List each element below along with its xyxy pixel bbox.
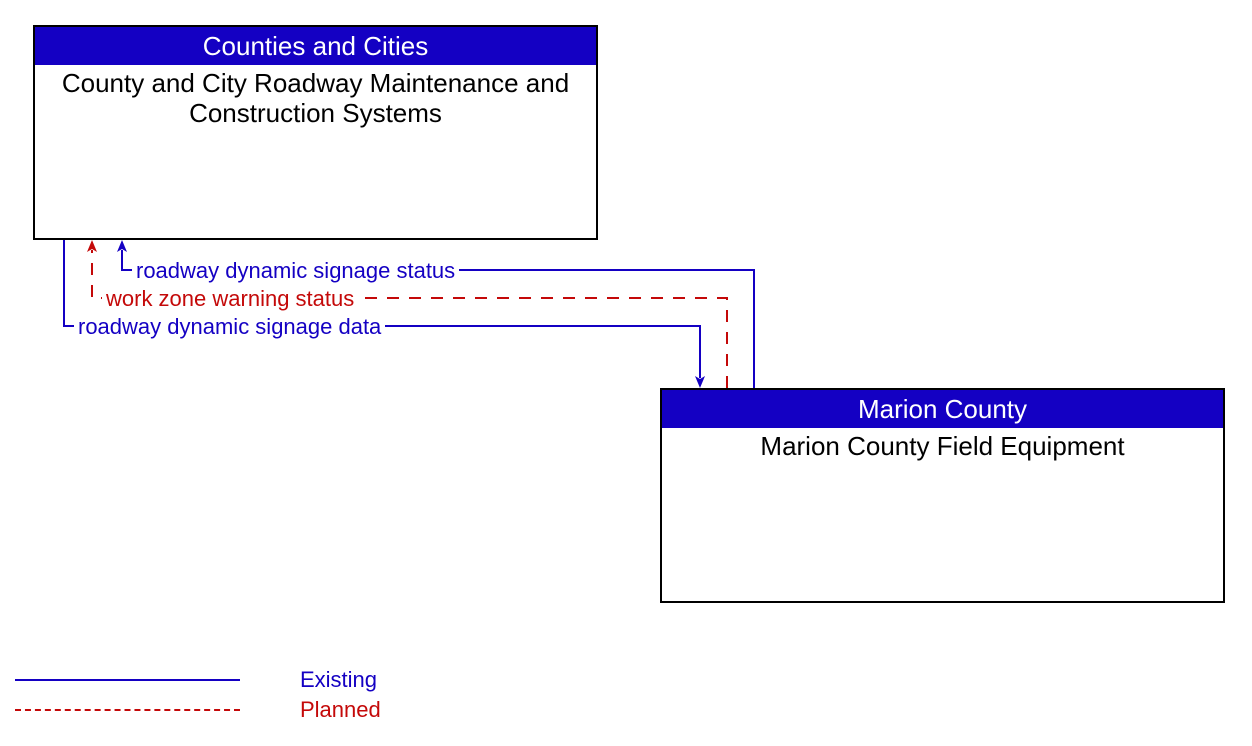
legend-row-existing: Existing bbox=[15, 665, 381, 695]
node-body-text: Marion County Field Equipment bbox=[760, 432, 1124, 462]
flow-label-text: work zone warning status bbox=[106, 286, 354, 311]
legend-row-planned: Planned bbox=[15, 695, 381, 725]
node-header: Counties and Cities bbox=[35, 27, 596, 65]
node-counties-cities: Counties and Cities County and City Road… bbox=[33, 25, 598, 240]
node-header: Marion County bbox=[662, 390, 1223, 428]
flow-label-signage-status: roadway dynamic signage status bbox=[132, 258, 459, 284]
flow-label-text: roadway dynamic signage status bbox=[136, 258, 455, 283]
node-header-text: Marion County bbox=[858, 394, 1027, 425]
legend-label: Existing bbox=[300, 667, 377, 693]
node-header-text: Counties and Cities bbox=[203, 31, 428, 62]
flow-label-work-zone-warning: work zone warning status bbox=[102, 286, 358, 312]
legend-line-planned bbox=[15, 709, 240, 711]
legend-label: Planned bbox=[300, 697, 381, 723]
flow-label-signage-data: roadway dynamic signage data bbox=[74, 314, 385, 340]
node-marion-county: Marion County Marion County Field Equipm… bbox=[660, 388, 1225, 603]
legend-line-existing bbox=[15, 679, 240, 681]
flow-label-text: roadway dynamic signage data bbox=[78, 314, 381, 339]
node-body-text: County and City Roadway Maintenance and … bbox=[55, 69, 576, 129]
node-body: County and City Roadway Maintenance and … bbox=[35, 65, 596, 238]
node-body: Marion County Field Equipment bbox=[662, 428, 1223, 601]
legend: Existing Planned bbox=[15, 665, 381, 725]
